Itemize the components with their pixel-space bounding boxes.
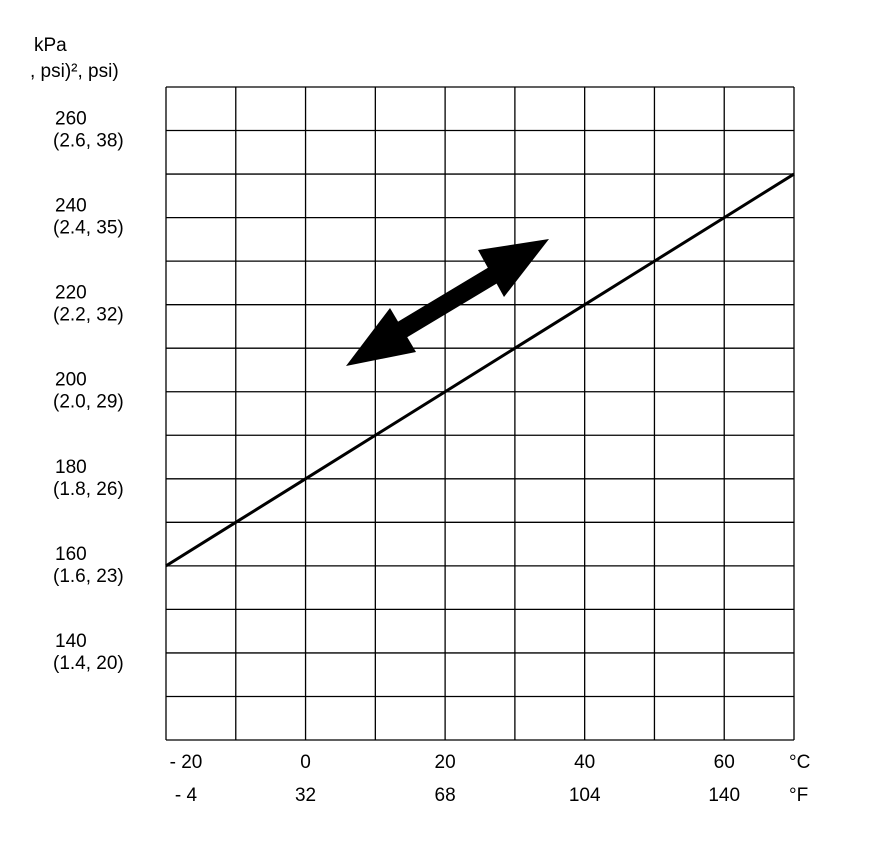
y-tick-label: 240 <box>55 196 87 217</box>
y-tick-sublabel: (1.4, 20) <box>53 653 124 674</box>
y-tick-label: 220 <box>55 283 87 304</box>
x-tick-label: 0 <box>300 752 311 773</box>
x-tick-label: 20 <box>435 752 456 773</box>
annotation-arrow <box>346 239 549 366</box>
y-tick-label: 200 <box>55 370 87 391</box>
y-tick-label: 180 <box>55 457 87 478</box>
x-unit: °F <box>789 785 808 806</box>
x-tick-sublabel: 68 <box>435 785 456 806</box>
y-tick-sublabel: (1.6, 23) <box>53 566 124 587</box>
y-tick-sublabel: (2.2, 32) <box>53 305 124 326</box>
y-tick-sublabel: (2.6, 38) <box>53 131 124 152</box>
x-tick-label: 60 <box>714 752 735 773</box>
x-tick-sublabel: 104 <box>569 785 601 806</box>
y-tick-label: 140 <box>55 631 87 652</box>
y-axis-label: kPa <box>34 35 67 56</box>
x-tick-sublabel: 140 <box>708 785 740 806</box>
data-line <box>165 172 795 568</box>
y-tick-label: 260 <box>55 109 87 130</box>
y-tick-sublabel: (2.4, 35) <box>53 218 124 239</box>
y-tick-sublabel: (1.8, 26) <box>53 479 124 500</box>
y-axis-label: , psi)², psi) <box>30 61 119 82</box>
x-tick-label: - 20 <box>170 752 203 773</box>
x-tick-sublabel: 32 <box>295 785 316 806</box>
y-tick-sublabel: (2.0, 29) <box>53 392 124 413</box>
x-tick-label: 40 <box>574 752 595 773</box>
y-tick-label: 160 <box>55 544 87 565</box>
x-tick-sublabel: - 4 <box>175 785 198 806</box>
x-unit: °C <box>789 752 810 773</box>
